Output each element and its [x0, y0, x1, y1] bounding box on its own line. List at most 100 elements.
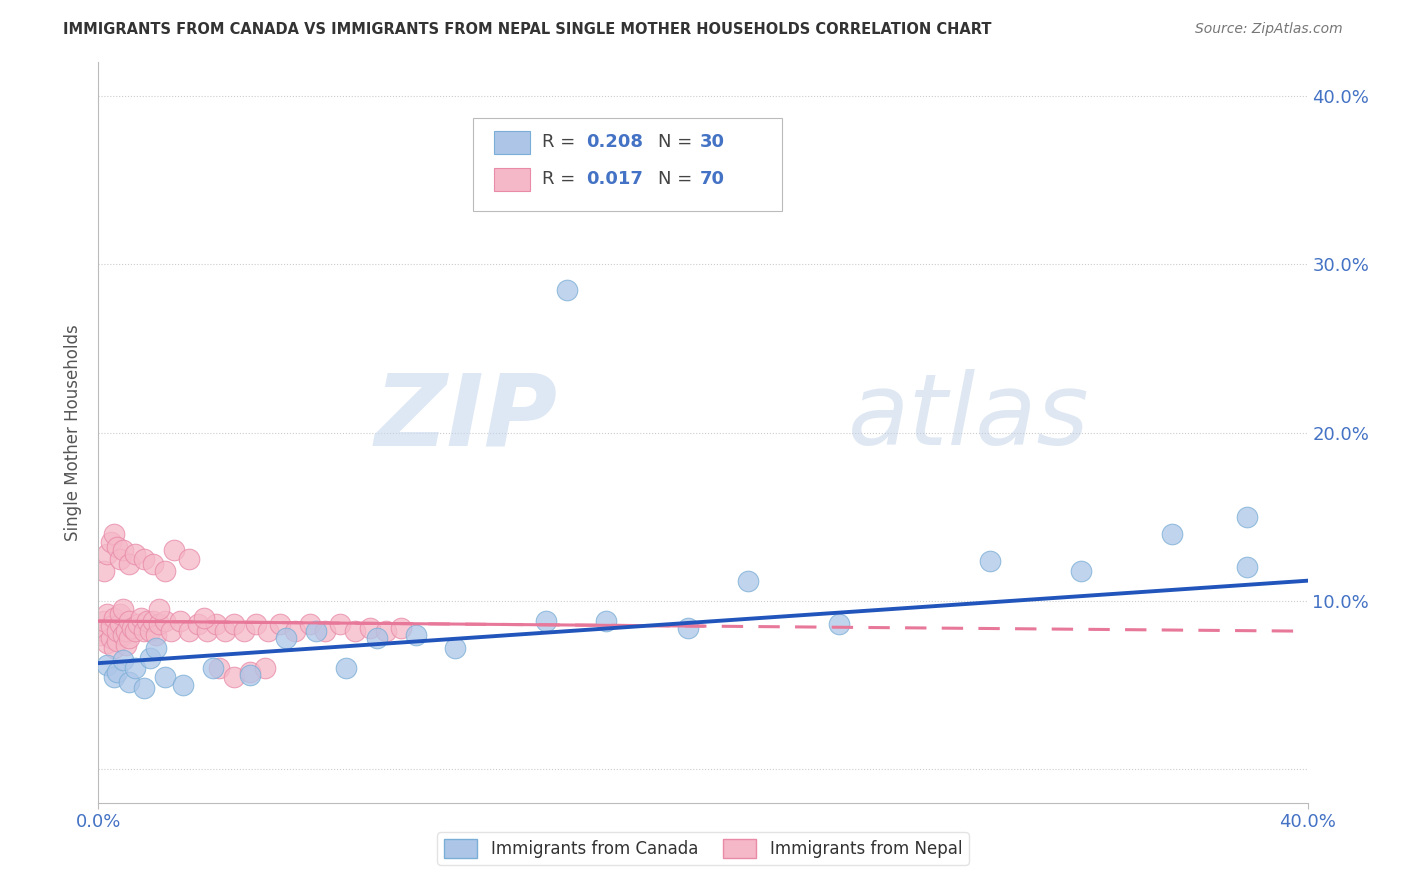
Point: [284, 624, 307, 639]
Point: [444, 640, 467, 655]
Point: [111, 602, 134, 616]
Point: [96, 547, 118, 561]
Point: [205, 617, 228, 632]
Point: [232, 624, 254, 639]
Point: [299, 617, 322, 632]
Point: [148, 617, 170, 632]
Point: [124, 624, 146, 639]
Point: [132, 681, 155, 696]
Point: [121, 621, 143, 635]
Point: [111, 543, 134, 558]
Point: [187, 617, 209, 632]
Point: [534, 614, 557, 628]
Point: [124, 547, 146, 561]
Point: [224, 670, 246, 684]
Point: [160, 624, 183, 639]
Point: [105, 634, 128, 648]
Point: [224, 617, 246, 632]
Point: [139, 651, 162, 665]
Point: [208, 661, 231, 675]
Point: [1160, 526, 1182, 541]
Point: [828, 617, 851, 632]
Point: [100, 619, 122, 633]
Point: [314, 624, 336, 639]
Text: N =: N =: [658, 170, 699, 188]
Text: IMMIGRANTS FROM CANADA VS IMMIGRANTS FROM NEPAL SINGLE MOTHER HOUSEHOLDS CORRELA: IMMIGRANTS FROM CANADA VS IMMIGRANTS FRO…: [63, 22, 991, 37]
Legend: Immigrants from Canada, Immigrants from Nepal: Immigrants from Canada, Immigrants from …: [437, 832, 969, 865]
Point: [1236, 509, 1258, 524]
Point: [124, 661, 146, 675]
Point: [90, 627, 112, 641]
Point: [93, 614, 115, 628]
Point: [256, 624, 278, 639]
Point: [96, 657, 118, 672]
Point: [366, 631, 388, 645]
Point: [105, 540, 128, 554]
Point: [676, 621, 699, 635]
Text: atlas: atlas: [848, 369, 1090, 467]
Point: [135, 614, 157, 628]
Point: [179, 624, 201, 639]
Point: [172, 678, 194, 692]
Text: Source: ZipAtlas.com: Source: ZipAtlas.com: [1195, 22, 1343, 37]
Point: [1070, 564, 1092, 578]
Point: [145, 627, 167, 641]
Point: [103, 640, 125, 655]
Point: [100, 535, 122, 549]
Point: [103, 670, 125, 684]
Point: [595, 614, 617, 628]
Point: [118, 631, 141, 645]
Point: [239, 668, 262, 682]
Text: 0.017: 0.017: [586, 170, 643, 188]
Point: [132, 551, 155, 566]
Point: [103, 610, 125, 624]
Point: [239, 665, 262, 679]
Point: [129, 610, 152, 624]
Point: [142, 557, 165, 571]
Point: [153, 614, 176, 628]
Text: N =: N =: [658, 134, 699, 152]
Point: [145, 640, 167, 655]
Point: [169, 614, 191, 628]
Point: [405, 627, 427, 641]
Point: [114, 638, 136, 652]
Point: [111, 653, 134, 667]
Point: [118, 674, 141, 689]
Point: [335, 661, 357, 675]
FancyBboxPatch shape: [474, 118, 782, 211]
Point: [253, 661, 276, 675]
Point: [142, 614, 165, 628]
Point: [108, 617, 131, 632]
Point: [118, 614, 141, 628]
Point: [374, 624, 396, 639]
Point: [114, 624, 136, 639]
Point: [360, 621, 382, 635]
Point: [202, 661, 225, 675]
Point: [105, 624, 128, 639]
Point: [389, 621, 412, 635]
Point: [93, 624, 115, 639]
Point: [179, 551, 201, 566]
Point: [100, 631, 122, 645]
Point: [111, 627, 134, 641]
Point: [193, 610, 215, 624]
Point: [96, 607, 118, 622]
Point: [108, 551, 131, 566]
Point: [555, 283, 578, 297]
Point: [737, 574, 759, 588]
Point: [127, 617, 149, 632]
Point: [96, 636, 118, 650]
Point: [274, 631, 297, 645]
Point: [329, 617, 352, 632]
Point: [103, 526, 125, 541]
Point: [1236, 560, 1258, 574]
Bar: [494, 169, 530, 191]
Point: [305, 624, 328, 639]
Text: R =: R =: [543, 170, 581, 188]
Point: [118, 557, 141, 571]
Point: [148, 602, 170, 616]
Text: 70: 70: [699, 170, 724, 188]
Text: 0.208: 0.208: [586, 134, 643, 152]
Point: [344, 624, 367, 639]
Point: [195, 624, 218, 639]
